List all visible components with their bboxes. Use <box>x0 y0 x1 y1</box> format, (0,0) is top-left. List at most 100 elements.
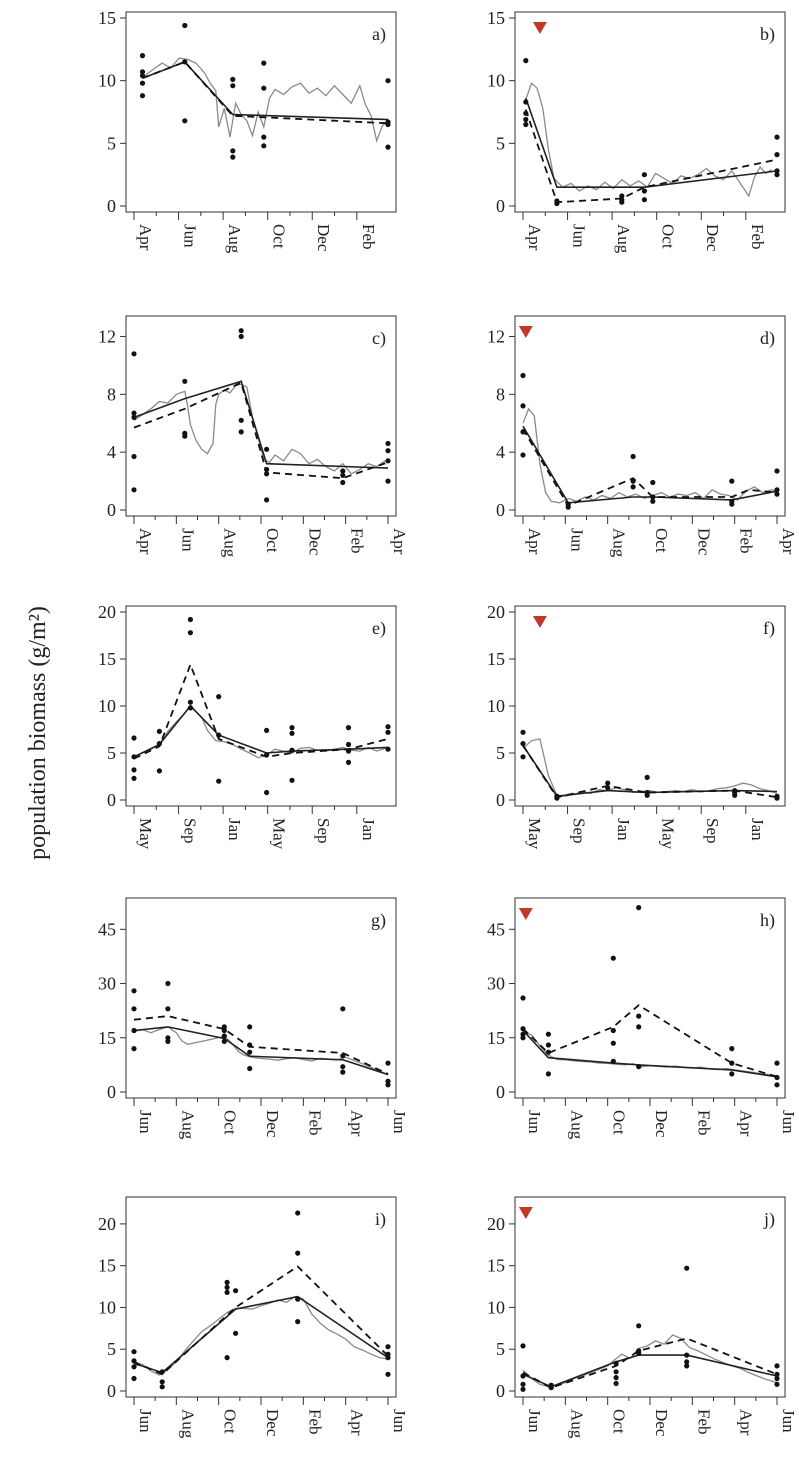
sample-point <box>613 1360 619 1366</box>
sample-point <box>230 83 236 89</box>
sample-point <box>340 1053 346 1059</box>
sample-point <box>216 778 222 784</box>
y-tick-label: 0 <box>107 196 116 216</box>
sample-point <box>520 429 526 435</box>
x-tick-label: Dec <box>263 1110 282 1138</box>
observed-series <box>142 57 389 144</box>
y-tick-label: 10 <box>98 1297 116 1317</box>
y-tick-label: 0 <box>107 790 116 810</box>
observed-series <box>133 383 386 475</box>
panel-h: 0 15 30 45 Jun Aug Oct Dec Feb Apr Jun h) <box>487 897 798 1140</box>
sample-point <box>732 792 738 798</box>
sample-point <box>385 478 391 484</box>
model-dashed-series <box>133 1265 389 1376</box>
x-tick-label: Dec <box>652 1409 671 1437</box>
panel-label: c) <box>372 328 386 349</box>
sample-point <box>520 452 526 458</box>
sample-point <box>636 1323 642 1329</box>
x-tick-label: Jun <box>136 1409 155 1433</box>
sample-point <box>139 69 146 75</box>
panel-frame <box>514 897 786 1099</box>
sample-point <box>520 995 526 1001</box>
sample-point <box>139 80 146 86</box>
sample-point <box>613 1369 619 1375</box>
sample-point <box>774 1371 780 1377</box>
sample-point <box>247 1042 253 1048</box>
sample-point <box>131 767 137 773</box>
panel-frame <box>125 11 397 213</box>
x-tick-label: Jun <box>570 224 589 248</box>
sample-point <box>131 1358 137 1364</box>
sample-point <box>345 748 352 754</box>
sample-point <box>385 1078 391 1084</box>
sample-point <box>224 1289 230 1295</box>
x-tick-label: Aug <box>567 1110 586 1140</box>
sample-point <box>221 1033 227 1039</box>
sample-point <box>159 1379 165 1385</box>
sample-point <box>554 795 560 801</box>
sample-point <box>610 1040 616 1046</box>
x-tick-label: Aug <box>221 528 240 558</box>
sample-point <box>545 1071 552 1077</box>
panel-f: 0 5 10 15 20 May Sep Jan May Sep Jan f) <box>487 602 786 850</box>
sample-point <box>340 468 346 474</box>
event-marker-icon <box>532 616 547 628</box>
sample-point <box>385 729 391 735</box>
x-tick-label: Feb <box>305 1409 324 1435</box>
sample-point <box>156 768 162 774</box>
sample-point <box>340 1064 346 1070</box>
y-tick-label: 10 <box>487 71 505 91</box>
model-series <box>133 1295 389 1374</box>
y-tick-label: 0 <box>496 1381 505 1401</box>
y-tick-label: 20 <box>487 602 505 622</box>
sample-point <box>385 746 391 752</box>
model-series <box>133 380 389 469</box>
sample-point <box>131 1046 137 1052</box>
event-marker-icon <box>518 326 533 338</box>
sample-point <box>523 110 529 116</box>
sample-point <box>345 741 352 748</box>
y-tick-label: 15 <box>98 1256 116 1276</box>
x-tick-label: Aug <box>225 224 244 254</box>
x-tick-label: Feb <box>694 1409 713 1435</box>
x-tick-label: Jan <box>225 818 244 841</box>
sample-point <box>548 1385 554 1391</box>
panel-c: 0 4 8 12 Apr Jun Aug Oct Dec Feb Apr c) <box>98 315 409 558</box>
sample-point <box>340 1006 346 1012</box>
panel-e: 0 5 10 15 20 May Sep Jan May Sep Jan e) <box>98 602 397 850</box>
y-tick-label: 15 <box>98 649 116 669</box>
x-tick-label: Feb <box>305 1110 324 1136</box>
sample-point <box>131 754 137 760</box>
y-tick-label: 0 <box>496 500 505 520</box>
x-tick-label: Sep <box>181 818 200 844</box>
sample-point <box>684 1363 690 1369</box>
sample-point <box>131 1027 137 1034</box>
sample-point <box>238 333 244 340</box>
sample-point <box>774 172 780 178</box>
panel-label: e) <box>372 618 386 639</box>
panel-label: b) <box>760 24 775 45</box>
y-axis-label: population biomass (g/m²) <box>25 606 51 860</box>
panel-frame <box>125 1196 397 1398</box>
x-tick-label: Aug <box>610 528 629 558</box>
sample-point <box>165 1038 171 1044</box>
sample-point <box>295 1296 301 1302</box>
sample-point <box>131 453 137 460</box>
sample-point <box>238 429 244 435</box>
sample-point <box>385 78 391 84</box>
sample-point <box>289 730 295 736</box>
sample-point <box>523 99 529 105</box>
x-tick-label: May <box>270 818 289 850</box>
x-tick-label: Oct <box>221 1409 240 1434</box>
model-dashed-series <box>142 60 389 125</box>
sample-point <box>295 1250 301 1256</box>
sample-point <box>238 417 244 423</box>
sample-point <box>289 747 295 753</box>
x-tick-label: Dec <box>694 528 713 556</box>
model-series <box>522 425 778 504</box>
model-series <box>142 60 389 121</box>
sample-point <box>182 378 188 384</box>
sample-point <box>774 1381 780 1387</box>
sample-point <box>520 1026 526 1032</box>
model-dashed-series <box>522 428 778 507</box>
